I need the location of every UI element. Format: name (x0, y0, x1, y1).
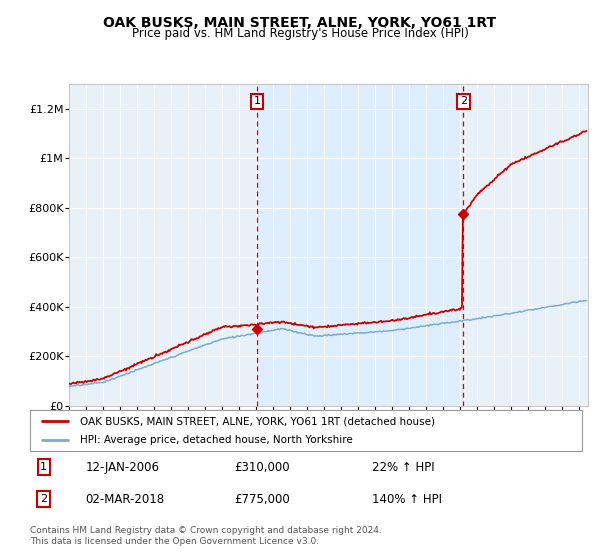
Text: 1: 1 (253, 96, 260, 106)
Text: £310,000: £310,000 (234, 460, 290, 474)
Bar (257, 84, 463, 406)
Text: 22% ↑ HPI: 22% ↑ HPI (372, 460, 435, 474)
Text: 02-MAR-2018: 02-MAR-2018 (85, 493, 164, 506)
Text: 2: 2 (460, 96, 467, 106)
Text: 12-JAN-2006: 12-JAN-2006 (85, 460, 159, 474)
Text: £775,000: £775,000 (234, 493, 290, 506)
Text: OAK BUSKS, MAIN STREET, ALNE, YORK, YO61 1RT: OAK BUSKS, MAIN STREET, ALNE, YORK, YO61… (103, 16, 497, 30)
Text: 1: 1 (40, 462, 47, 472)
Text: HPI: Average price, detached house, North Yorkshire: HPI: Average price, detached house, Nort… (80, 435, 352, 445)
Text: Price paid vs. HM Land Registry's House Price Index (HPI): Price paid vs. HM Land Registry's House … (131, 27, 469, 40)
Text: OAK BUSKS, MAIN STREET, ALNE, YORK, YO61 1RT (detached house): OAK BUSKS, MAIN STREET, ALNE, YORK, YO61… (80, 417, 434, 426)
FancyBboxPatch shape (30, 410, 582, 451)
Text: 2: 2 (40, 494, 47, 504)
Text: Contains HM Land Registry data © Crown copyright and database right 2024.
This d: Contains HM Land Registry data © Crown c… (30, 526, 382, 546)
Text: 140% ↑ HPI: 140% ↑ HPI (372, 493, 442, 506)
